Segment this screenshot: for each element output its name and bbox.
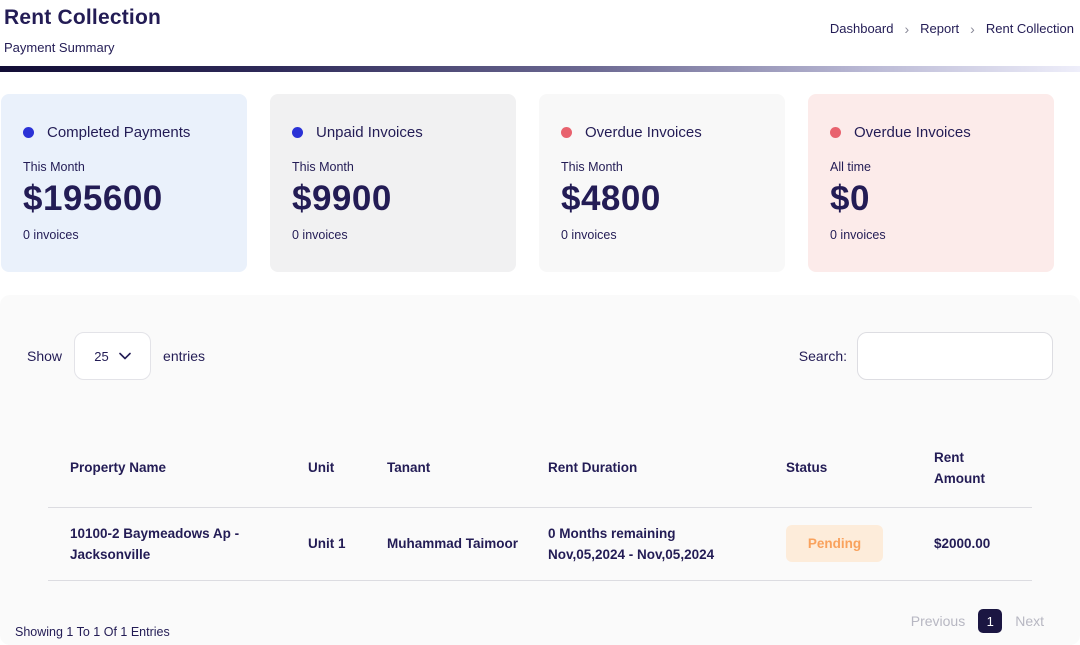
cell-unit: Unit 1 <box>286 507 365 581</box>
search-label: Search: <box>798 348 847 364</box>
card-value: $4800 <box>561 179 661 218</box>
cell-tenant: Muhammad Taimoor <box>365 507 526 581</box>
column-header-tenant[interactable]: Tanant <box>365 429 526 508</box>
chevron-right-icon: › <box>970 20 975 37</box>
page-title: Rent Collection <box>4 6 162 29</box>
card-invoice-count: 0 invoices <box>292 228 348 242</box>
entries-select[interactable]: 25 <box>74 332 152 380</box>
card-period: All time <box>830 160 871 174</box>
card-value: $0 <box>830 179 870 218</box>
stat-cards: Completed Payments This Month $195600 0 … <box>1 94 1054 272</box>
stat-card-overdue-invoices-month: Overdue Invoices This Month $4800 0 invo… <box>539 94 785 272</box>
cell-rent-duration: 0 Months remaining Nov,05,2024 - Nov,05,… <box>526 507 764 581</box>
card-title: Unpaid Invoices <box>316 124 423 141</box>
pagination-next[interactable]: Next <box>1015 613 1044 629</box>
breadcrumb: Dashboard › Report › Rent Collection <box>830 21 1074 36</box>
card-value: $195600 <box>23 179 163 218</box>
breadcrumb-item-dashboard[interactable]: Dashboard <box>829 21 894 36</box>
show-label: Show <box>27 348 63 364</box>
chevron-down-icon <box>118 352 131 360</box>
table-header-row: Property Name Unit Tanant Rent Duration … <box>48 429 1032 508</box>
pagination-previous[interactable]: Previous <box>910 613 966 629</box>
card-invoice-count: 0 invoices <box>561 228 617 242</box>
card-period: This Month <box>292 160 354 174</box>
title-block: Rent Collection Payment Summary <box>4 6 161 55</box>
breadcrumb-item-report[interactable]: Report <box>920 21 960 36</box>
showing-entries-text: Showing 1 To 1 Of 1 Entries <box>15 625 170 639</box>
cell-rent-amount: $2000.00 <box>912 507 1032 581</box>
card-title: Completed Payments <box>47 124 191 141</box>
page-header: Rent Collection Payment Summary Dashboar… <box>0 0 1080 66</box>
status-badge: Pending <box>786 525 883 562</box>
cell-status: Pending <box>764 507 912 581</box>
breadcrumb-item-rent-collection: Rent Collection <box>985 21 1074 36</box>
stat-card-overdue-invoices-alltime: Overdue Invoices All time $0 0 invoices <box>808 94 1054 272</box>
header-divider <box>0 66 1080 72</box>
page-subtitle: Payment Summary <box>4 40 115 55</box>
rent-collection-table: Property Name Unit Tanant Rent Duration … <box>48 429 1032 581</box>
table-row: 10100-2 Baymeadows Ap - Jacksonville Uni… <box>48 507 1032 581</box>
column-header-rent-duration[interactable]: Rent Duration <box>526 429 764 508</box>
table-panel: Show 25 entries Search: Property Name Un… <box>0 295 1080 645</box>
search-input[interactable] <box>857 332 1053 380</box>
pagination: Previous 1 Next <box>911 609 1044 633</box>
entries-select-value: 25 <box>94 348 109 364</box>
card-invoice-count: 0 invoices <box>23 228 79 242</box>
status-dot-icon <box>561 127 572 138</box>
table-controls: Show 25 entries Search: <box>27 332 1053 380</box>
status-dot-icon <box>23 127 34 138</box>
column-header-rent-amount[interactable]: Rent Amount <box>912 429 1032 508</box>
pagination-page-1[interactable]: 1 <box>978 609 1003 633</box>
chevron-right-icon: › <box>904 20 910 37</box>
card-value: $9900 <box>292 179 392 218</box>
entries-label: entries <box>163 348 206 364</box>
column-header-unit[interactable]: Unit <box>286 429 365 508</box>
card-period: This Month <box>561 160 623 174</box>
column-header-status[interactable]: Status <box>764 429 912 508</box>
card-period: This Month <box>23 160 85 174</box>
status-dot-icon <box>292 127 303 138</box>
card-title: Overdue Invoices <box>854 124 971 141</box>
card-invoice-count: 0 invoices <box>830 228 886 242</box>
cell-property-name: 10100-2 Baymeadows Ap - Jacksonville <box>48 507 286 581</box>
status-dot-icon <box>830 127 841 138</box>
stat-card-unpaid-invoices: Unpaid Invoices This Month $9900 0 invoi… <box>270 94 516 272</box>
card-title: Overdue Invoices <box>585 124 702 141</box>
column-header-property-name[interactable]: Property Name <box>48 429 286 508</box>
stat-card-completed-payments: Completed Payments This Month $195600 0 … <box>1 94 247 272</box>
